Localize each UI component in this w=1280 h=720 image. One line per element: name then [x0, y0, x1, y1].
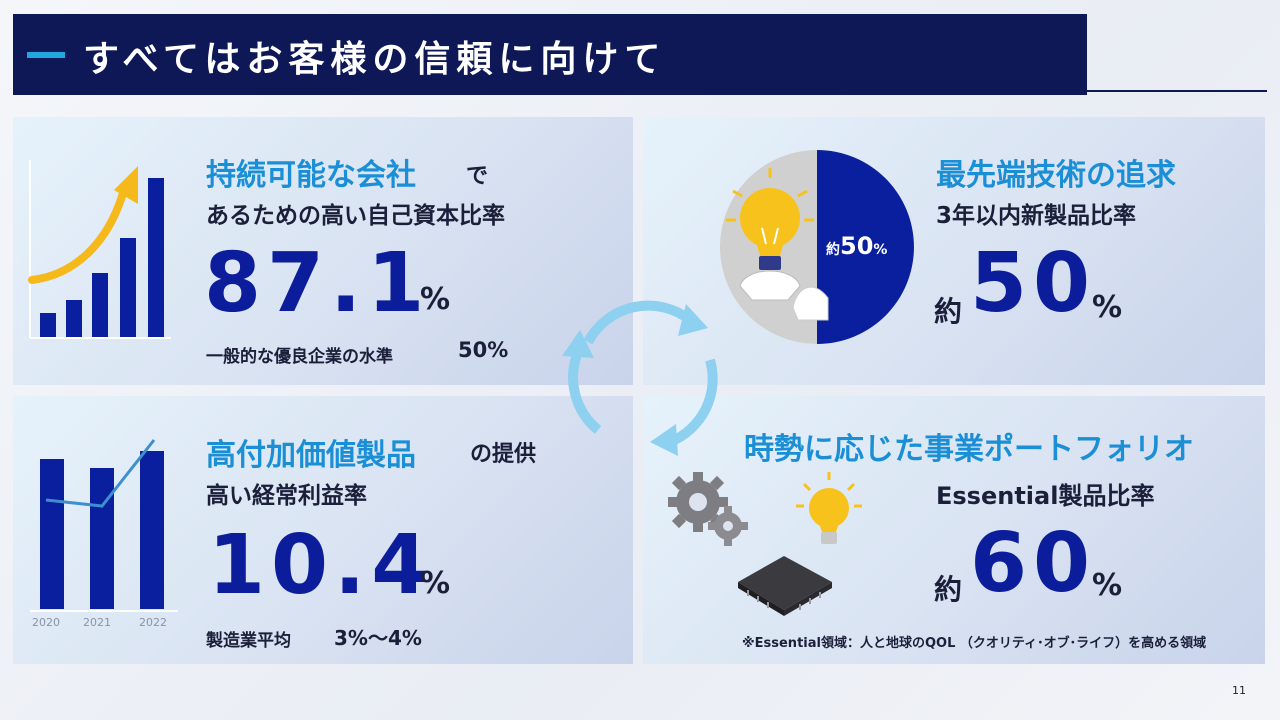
page-number: 11: [1232, 684, 1246, 697]
year-2020: 2020: [32, 616, 60, 629]
panel4-footnote: ※Essential領域：人と地球のQOL （クオリティ･オブ･ライフ）を高める…: [742, 636, 1207, 651]
pie-label-prefix: 約: [826, 242, 840, 258]
title-underline: [1087, 90, 1267, 92]
pie-label: 約50%: [826, 232, 887, 260]
essential-ratio-value: 60: [970, 516, 1097, 611]
equity-ratio-value: 87.1: [204, 236, 431, 331]
pie-slice-share: [817, 150, 914, 344]
new-product-ratio-value: 50: [970, 236, 1097, 331]
pie-label-unit: %: [873, 242, 888, 258]
profit-chart-icon: [30, 439, 178, 612]
panel4-subtitle: Essential製品比率: [936, 482, 1155, 510]
panel1-title-line2: あるための高い自己資本比率: [206, 203, 505, 229]
profit-margin-value: 10.4: [208, 518, 435, 613]
title-bar: すべてはお客様の信頼に向けて: [13, 14, 1087, 95]
growth-chart-icon: [28, 160, 171, 339]
panel3-benchmark-value: 3%〜4%: [334, 626, 422, 650]
year-2021: 2021: [83, 616, 111, 629]
gears-icon: [668, 472, 748, 546]
panel2-unit: %: [1092, 290, 1123, 325]
panel-profit-margin: [13, 396, 633, 664]
panel3-title-highlight: 高付加価値製品: [206, 438, 416, 473]
pie-label-value: 50: [840, 232, 874, 260]
panel4-title: 時勢に応じた事業ポートフォリオ: [744, 432, 1194, 467]
panel2-value-prefix: 約: [934, 295, 963, 328]
profit-margin-unit: %: [420, 566, 451, 601]
panel1-benchmark-label: 一般的な優良企業の水準: [206, 347, 393, 367]
panel3-title-line2: 高い経常利益率: [206, 483, 367, 509]
panel1-title-highlight: 持続可能な会社: [206, 158, 416, 193]
panel2-subtitle: 3年以内新製品比率: [936, 203, 1137, 229]
equity-ratio-unit: %: [420, 282, 451, 317]
panel3-benchmark-label: 製造業平均: [206, 631, 291, 651]
light-bulb-icon: [726, 168, 814, 301]
light-bulb-icon: [796, 472, 862, 544]
page-title: すべてはお客様の信頼に向けて: [83, 39, 667, 80]
panel1-title-suffix: で: [466, 164, 489, 189]
year-2022: 2022: [139, 616, 167, 629]
title-accent-bar: [27, 52, 65, 58]
panel1-benchmark-value: 50%: [458, 338, 509, 362]
cycle-arrows-icon: [562, 300, 718, 456]
panel-equity-ratio: [13, 117, 633, 385]
panel3-title-suffix: の提供: [470, 442, 537, 467]
pie-bulb-icon: [719, 150, 914, 344]
panel4-unit: %: [1092, 568, 1123, 603]
chip-icon: [738, 556, 832, 616]
panel4-value-prefix: 約: [934, 573, 963, 606]
panel2-title: 最先端技術の追求: [936, 158, 1176, 193]
